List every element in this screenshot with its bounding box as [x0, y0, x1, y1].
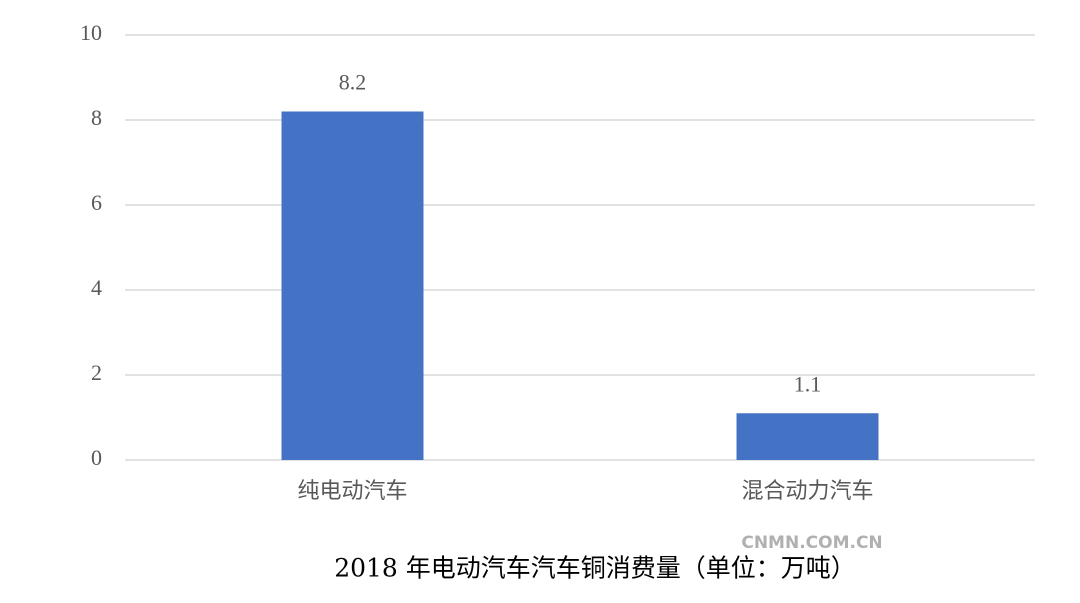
x-tick-label: 纯电动汽车 [297, 479, 407, 504]
y-tick-label: 8 [91, 105, 102, 130]
x-tick-label: 混合动力汽车 [741, 479, 873, 504]
bar [736, 413, 879, 460]
data-label: 8.2 [339, 70, 367, 95]
y-tick-label: 0 [91, 445, 102, 470]
chart-title: 2018 年电动汽车汽车铜消费量（单位：万吨） [334, 554, 856, 583]
y-tick-label: 10 [80, 20, 102, 45]
y-tick-label: 4 [91, 275, 102, 300]
y-tick-label: 6 [91, 190, 102, 215]
watermark: CNMN.COM.CN [741, 533, 882, 553]
bar [281, 111, 424, 460]
data-label: 1.1 [794, 371, 822, 396]
y-tick-label: 2 [91, 360, 102, 385]
